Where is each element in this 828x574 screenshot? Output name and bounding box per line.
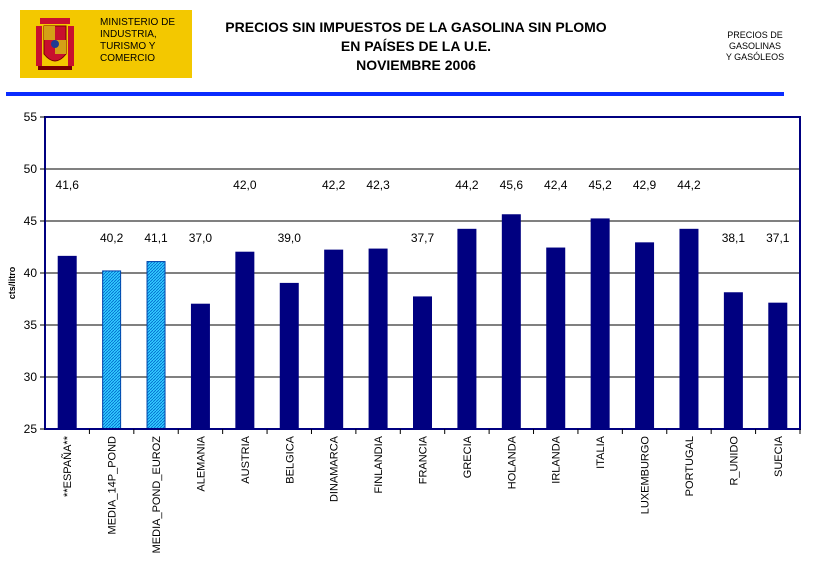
bar xyxy=(235,251,255,430)
category-label: SUECIA xyxy=(773,435,785,477)
section-label-line: PRECIOS DE xyxy=(727,30,783,40)
data-label: 42,0 xyxy=(233,178,257,192)
bar xyxy=(635,242,655,430)
bar xyxy=(368,248,388,430)
y-tick-label: 30 xyxy=(24,370,38,384)
data-label: 37,1 xyxy=(766,231,790,245)
bar xyxy=(679,228,699,430)
y-tick-label: 55 xyxy=(24,110,38,124)
category-label: BELGICA xyxy=(284,435,296,483)
ministry-line: MINISTERIO DE xyxy=(100,17,176,28)
category-label: FINLANDIA xyxy=(373,435,385,493)
y-tick-label: 50 xyxy=(24,162,38,176)
bar xyxy=(57,255,77,430)
bar xyxy=(546,247,566,430)
bar xyxy=(590,218,610,430)
category-label: HOLANDA xyxy=(506,435,518,489)
ministry-logo: MINISTERIO DE INDUSTRIA, TURISMO Y COMER… xyxy=(20,10,192,78)
category-label: FRANCIA xyxy=(418,435,430,484)
coat-of-arms-icon xyxy=(36,18,74,70)
page-title: PRECIOS SIN IMPUESTOS DE LA GASOLINA SIN… xyxy=(196,18,636,75)
ministry-line: COMERCIO xyxy=(100,53,155,64)
data-label: 37,0 xyxy=(189,231,213,245)
category-label: ITALIA xyxy=(595,435,607,468)
bar xyxy=(190,303,210,430)
category-label: PORTUGAL xyxy=(684,436,696,496)
bar xyxy=(768,302,788,430)
section-label: PRECIOS DE GASOLINAS Y GASÓLEOS xyxy=(690,30,820,63)
y-tick-label: 35 xyxy=(24,318,38,332)
data-label: 42,4 xyxy=(544,178,568,192)
category-label: ALEMANIA xyxy=(195,435,207,491)
bar xyxy=(279,282,299,430)
ministry-name: MINISTERIO DE INDUSTRIA, TURISMO Y COMER… xyxy=(100,17,175,65)
category-label: R_UNIDO xyxy=(728,436,740,486)
data-label: 45,6 xyxy=(500,178,524,192)
bar xyxy=(324,249,344,430)
title-line: EN PAÍSES DE LA U.E. xyxy=(340,38,492,54)
bar xyxy=(413,296,432,430)
category-label: DINAMARCA xyxy=(329,435,341,502)
data-label: 38,1 xyxy=(722,231,746,245)
category-label: **ESPAÑA** xyxy=(61,435,74,497)
y-axis-label: cts/litro xyxy=(7,266,17,299)
y-tick-label: 40 xyxy=(24,266,38,280)
title-line: NOVIEMBRE 2006 xyxy=(356,57,476,73)
header-divider xyxy=(6,92,784,96)
bar xyxy=(146,261,166,430)
section-label-line: GASOLINAS xyxy=(728,41,782,51)
bar xyxy=(102,270,122,430)
y-tick-label: 45 xyxy=(24,214,38,228)
ministry-line: INDUSTRIA, xyxy=(100,29,157,40)
category-label: MEDIA_POND_EUROZ xyxy=(151,436,163,554)
title-line: PRECIOS SIN IMPUESTOS DE LA GASOLINA SIN… xyxy=(225,19,607,35)
ministry-line: TURISMO Y xyxy=(100,41,156,52)
category-label: LUXEMBURGO xyxy=(640,436,652,515)
category-label: MEDIA_14P_POND xyxy=(107,436,119,534)
data-label: 37,7 xyxy=(411,231,435,245)
data-label: 45,2 xyxy=(588,178,612,192)
data-label: 44,2 xyxy=(455,178,479,192)
data-label: 42,9 xyxy=(633,178,657,192)
y-tick-label: 25 xyxy=(24,422,38,436)
data-label: 41,6 xyxy=(56,178,80,192)
data-label: 39,0 xyxy=(278,231,302,245)
data-label: 42,2 xyxy=(322,178,346,192)
data-label: 42,3 xyxy=(366,178,390,192)
data-label: 44,2 xyxy=(677,178,701,192)
category-label: AUSTRIA xyxy=(240,435,252,483)
bar xyxy=(501,214,521,430)
category-label: GRECIA xyxy=(462,435,474,478)
data-label: 40,2 xyxy=(100,231,124,245)
bar xyxy=(457,228,477,430)
category-label: IRLANDA xyxy=(551,435,563,483)
bar xyxy=(723,292,743,430)
data-label: 41,1 xyxy=(144,231,168,245)
section-label-line: Y GASÓLEOS xyxy=(725,52,785,62)
